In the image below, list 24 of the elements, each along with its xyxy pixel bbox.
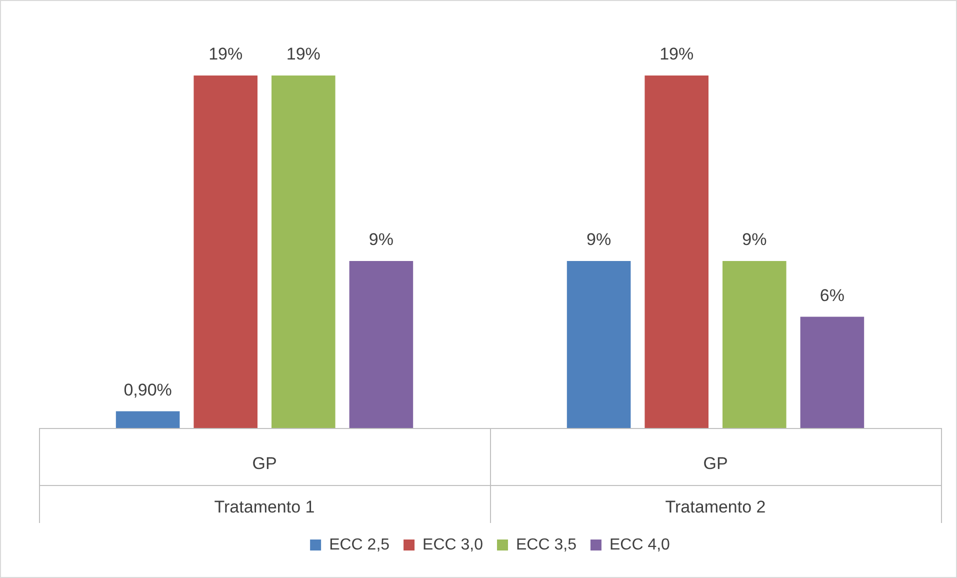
data-label: 19% xyxy=(660,44,694,64)
data-label: 9% xyxy=(368,230,394,250)
data-label: 9% xyxy=(742,230,767,250)
bar xyxy=(272,76,336,428)
legend-label: ECC 4,0 xyxy=(609,536,670,554)
data-label: 19% xyxy=(208,44,243,64)
legend-label: ECC 2,5 xyxy=(329,536,390,554)
legend-label: ECC 3,0 xyxy=(422,536,484,554)
text: Tratamento 2 xyxy=(665,498,766,517)
legend-label: ECC 3,5 xyxy=(516,536,577,554)
data-label: 0,90% xyxy=(124,380,172,400)
x-tick-label: GP xyxy=(703,454,728,473)
data-label: 19% xyxy=(286,44,320,64)
bar xyxy=(116,411,180,428)
text: Tratamento 1 xyxy=(214,498,315,517)
data-label: 6% xyxy=(820,286,844,305)
bar xyxy=(194,76,258,428)
bar xyxy=(349,261,414,428)
data-label: 9% xyxy=(586,230,612,250)
x-tick-label: GP xyxy=(252,454,277,473)
bar xyxy=(800,316,864,428)
bar xyxy=(644,76,708,428)
bar xyxy=(566,261,631,428)
bar xyxy=(722,261,786,428)
